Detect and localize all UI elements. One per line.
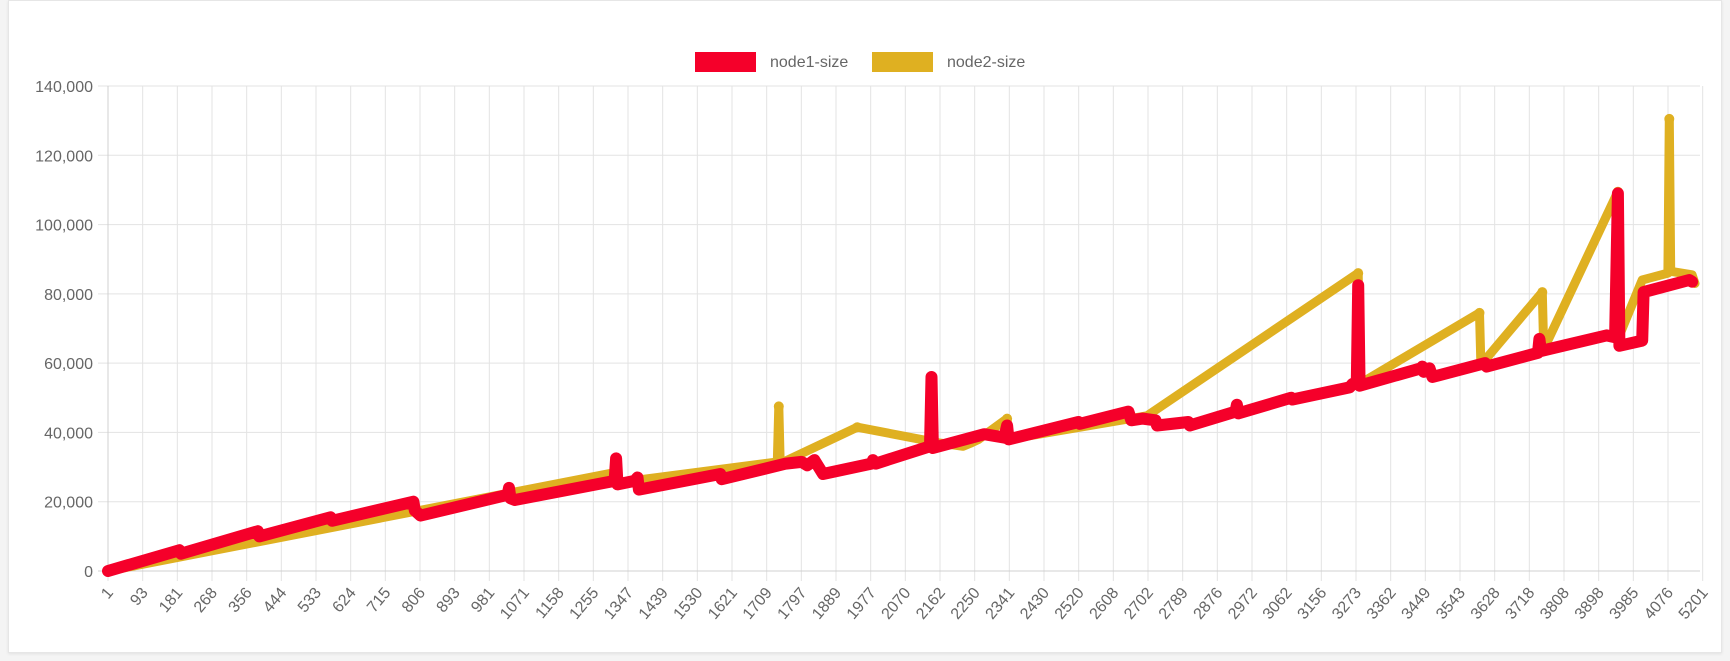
x-tick-label: 1530 <box>670 585 706 623</box>
y-tick-label: 20,000 <box>44 495 93 512</box>
x-tick-label: 3273 <box>1329 585 1365 623</box>
x-tick-label: 3898 <box>1572 585 1608 623</box>
y-axis: 0 20,000 40,000 60,000 80,000 100,000 120,000 1… <box>35 79 109 581</box>
x-tick-label: 1347 <box>601 585 637 623</box>
x-tick-label: 1709 <box>740 585 776 623</box>
x-tick-label: 893 <box>434 585 464 616</box>
x-tick-label: 2789 <box>1156 585 1192 623</box>
x-tick-label: 1 <box>98 585 117 603</box>
data-point <box>926 372 937 382</box>
x-tick-label: 533 <box>295 585 325 616</box>
x-tick-label: 181 <box>156 585 186 616</box>
x-tick-label: 356 <box>226 585 256 616</box>
data-point <box>1002 420 1013 431</box>
series-line-node2-size <box>103 114 1700 576</box>
y-tick-label: 0 <box>84 564 93 581</box>
legend-label: node2-size <box>947 54 1025 71</box>
legend-swatch <box>695 52 756 72</box>
data-point <box>1534 333 1545 344</box>
x-tick-label: 1889 <box>809 585 845 623</box>
x-tick-label: 2341 <box>982 585 1018 623</box>
grid <box>98 85 1704 581</box>
x-tick-label: 5201 <box>1676 585 1712 623</box>
data-point <box>1353 268 1364 279</box>
data-point <box>1537 287 1548 298</box>
x-tick-label: 1255 <box>566 585 602 623</box>
data-point <box>852 422 863 433</box>
x-tick-label: 2162 <box>913 585 949 623</box>
data-point <box>1612 188 1623 199</box>
x-tick-label: 1797 <box>774 585 810 623</box>
y-tick-label: 60,000 <box>44 356 93 373</box>
x-tick-label: 2070 <box>878 585 914 623</box>
x-tick-label: 3718 <box>1502 585 1538 623</box>
x-tick-label: 3156 <box>1294 585 1330 623</box>
data-point <box>1664 113 1675 124</box>
x-tick-label: 3449 <box>1398 585 1434 623</box>
x-tick-label: 715 <box>364 585 394 616</box>
data-point <box>1474 307 1485 318</box>
x-tick-label: 624 <box>330 585 360 616</box>
data-point <box>773 401 784 412</box>
x-tick-label: 3628 <box>1468 585 1504 623</box>
x-tick-label: 1158 <box>533 585 568 622</box>
x-tick-label: 1439 <box>636 585 672 623</box>
y-tick-label: 120,000 <box>35 148 93 165</box>
x-tick-label: 981 <box>468 585 498 616</box>
y-tick-label: 140,000 <box>35 79 93 96</box>
y-tick-label: 100,000 <box>35 218 93 235</box>
y-tick-label: 40,000 <box>44 425 93 442</box>
series-layer <box>102 113 1700 577</box>
x-tick-label: 3808 <box>1537 585 1573 623</box>
chart-card <box>8 0 1722 653</box>
x-tick-label: 2702 <box>1121 585 1157 623</box>
x-tick-label: 268 <box>191 585 221 616</box>
legend-swatch <box>872 52 933 72</box>
y-tick-label: 80,000 <box>44 287 93 304</box>
data-point <box>1353 280 1364 291</box>
x-tick-label: 1621 <box>705 585 741 623</box>
x-tick-label: 3543 <box>1433 585 1469 623</box>
x-tick-label: 93 <box>127 585 152 610</box>
x-tick-label: 3985 <box>1606 585 1642 623</box>
legend: node1-size node2-size <box>695 52 1025 72</box>
x-tick-label: 4076 <box>1641 585 1677 623</box>
x-tick-label: 3362 <box>1364 585 1400 623</box>
legend-label: node1-size <box>770 54 848 71</box>
x-tick-label: 806 <box>399 585 429 616</box>
x-tick-label: 444 <box>260 585 290 616</box>
x-tick-label: 2972 <box>1225 585 1261 623</box>
x-tick-label: 3062 <box>1260 585 1296 623</box>
x-tick-label: 2520 <box>1052 585 1088 623</box>
x-tick-label: 1071 <box>497 585 533 623</box>
x-tick-label: 2250 <box>948 585 984 623</box>
x-tick-label: 2876 <box>1190 585 1226 623</box>
x-tick-label: 2608 <box>1086 585 1122 623</box>
series-line-node1-size <box>102 187 1699 577</box>
x-tick-label: 2430 <box>1017 585 1053 623</box>
data-point <box>611 453 622 464</box>
x-tick-label: 1977 <box>844 585 880 623</box>
